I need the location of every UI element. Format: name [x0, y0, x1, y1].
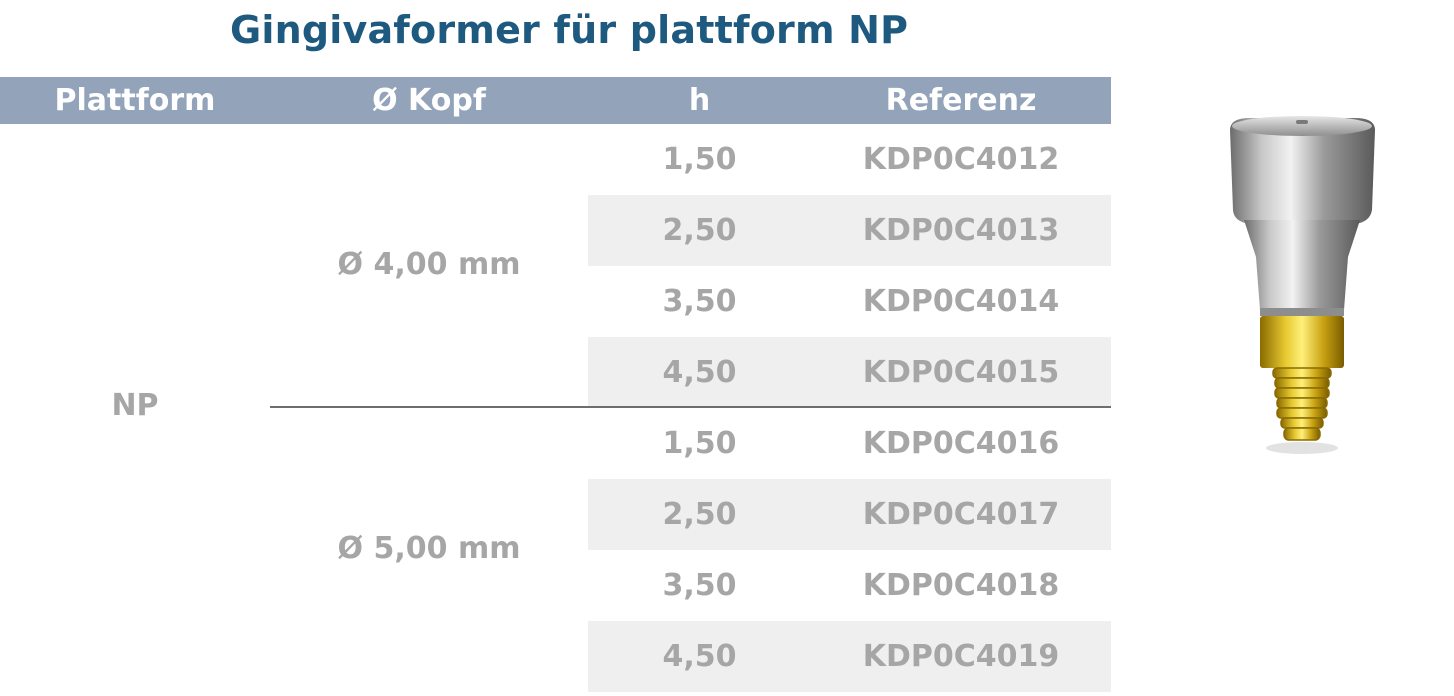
cell-h: 2,50	[662, 497, 737, 532]
abutment-neck	[1244, 220, 1360, 310]
page-title: Gingivaformer für plattform NP	[230, 8, 909, 52]
cell-ref: KDP0C4019	[862, 639, 1060, 674]
cell-ref: KDP0C4016	[862, 426, 1060, 461]
cell-ref: KDP0C4013	[862, 213, 1060, 248]
cell-h: 1,50	[662, 426, 737, 461]
cell-h: 1,50	[662, 142, 737, 177]
cell-ref: KDP0C4012	[862, 142, 1060, 177]
abutment-hex-socket	[1296, 120, 1308, 124]
header-plattform: Plattform	[54, 83, 216, 118]
cell-h: 4,50	[662, 639, 737, 674]
abutment-shadow	[1266, 442, 1338, 454]
cell-h: 3,50	[662, 568, 737, 603]
table-row: 2,50 KDP0C4017	[588, 479, 1111, 550]
header-kopf: Ø Kopf	[372, 83, 486, 118]
healing-abutment-image	[1230, 116, 1375, 454]
group-divider	[270, 406, 1111, 408]
diameter-cell-5mm: Ø 5,00 mm	[337, 531, 521, 566]
table-row: 4,50 KDP0C4019	[588, 621, 1111, 692]
header-referenz: Referenz	[885, 83, 1037, 118]
cell-h: 4,50	[662, 355, 737, 390]
cell-ref: KDP0C4015	[862, 355, 1060, 390]
table-header: Plattform Ø Kopf h Referenz	[0, 77, 1111, 124]
table-row: 4,50 KDP0C4015	[588, 337, 1111, 408]
table-row: 3,50 KDP0C4014	[588, 266, 1111, 337]
header-h: h	[688, 83, 711, 118]
table-row: 1,50 KDP0C4012	[588, 124, 1111, 195]
table-row: 1,50 KDP0C4016	[588, 408, 1111, 479]
abutment-top	[1232, 116, 1372, 136]
abutment-collar	[1260, 308, 1344, 316]
diameter-cell-4mm: Ø 4,00 mm	[337, 247, 521, 282]
cell-h: 3,50	[662, 284, 737, 319]
cell-h: 2,50	[662, 213, 737, 248]
table-row: 3,50 KDP0C4018	[588, 550, 1111, 621]
screw-body	[1260, 316, 1344, 368]
platform-cell: NP	[111, 388, 159, 423]
table-row: 2,50 KDP0C4013	[588, 195, 1111, 266]
cell-ref: KDP0C4018	[862, 568, 1060, 603]
screw-threads	[1272, 367, 1332, 441]
abutment-head	[1230, 118, 1375, 224]
cell-ref: KDP0C4014	[862, 284, 1060, 319]
cell-ref: KDP0C4017	[862, 497, 1060, 532]
